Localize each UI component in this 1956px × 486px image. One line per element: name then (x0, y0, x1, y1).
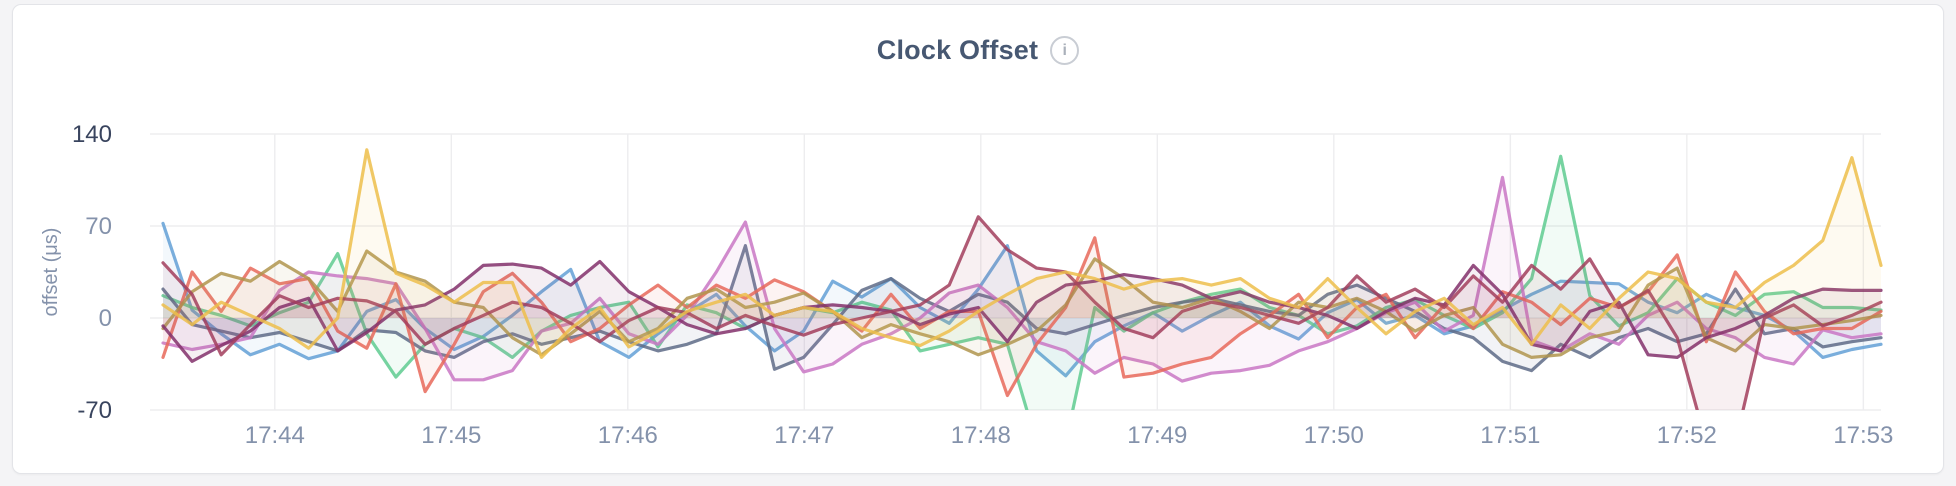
plot-hover-area[interactable] (163, 134, 1881, 410)
y-axis-title: offset (μs) (40, 228, 62, 317)
series-line-1 (161, 221, 1883, 378)
series-line-5 (161, 236, 1883, 398)
x-tick-label: 17:52 (1657, 422, 1717, 449)
series-line-7 (161, 259, 1883, 363)
chart-card: Clock Offset i (12, 4, 1944, 474)
y-tick-label: 70 (85, 213, 112, 240)
series-area-5 (163, 237, 1881, 396)
y-tick-label: 0 (99, 305, 112, 332)
x-tick-label: 17:51 (1480, 422, 1540, 449)
axis-labels: 140 70 0 -70 17:44 17:45 17:46 17:47 17:48 17:49 1… (40, 121, 1893, 449)
y-tick-label: 140 (72, 121, 112, 148)
series-group (161, 148, 1883, 410)
series-area-7 (163, 261, 1881, 362)
x-tick-label: 17:48 (951, 422, 1011, 449)
series-line-9 (161, 148, 1883, 359)
y-tick-label: -70 (77, 397, 112, 424)
series-area-8 (163, 216, 1881, 410)
x-tick-label: 17:50 (1304, 422, 1364, 449)
x-tick-label: 17:53 (1833, 422, 1893, 449)
series-area-2 (163, 156, 1881, 410)
x-tick-label: 17:46 (598, 422, 658, 449)
x-tick-label: 17:44 (245, 422, 305, 449)
x-tick-label: 17:49 (1127, 422, 1187, 449)
gridlines (150, 133, 1881, 411)
chart-title: Clock Offset (876, 35, 1039, 65)
series-line-8 (161, 215, 1883, 410)
series-line-3 (161, 244, 1883, 373)
x-tick-label: 17:45 (421, 422, 481, 449)
chart-header: Clock Offset i (13, 35, 1943, 66)
info-icon[interactable]: i (1050, 36, 1080, 65)
x-tick-label: 17:47 (774, 422, 834, 449)
info-icon-glyph: i (1062, 41, 1067, 59)
